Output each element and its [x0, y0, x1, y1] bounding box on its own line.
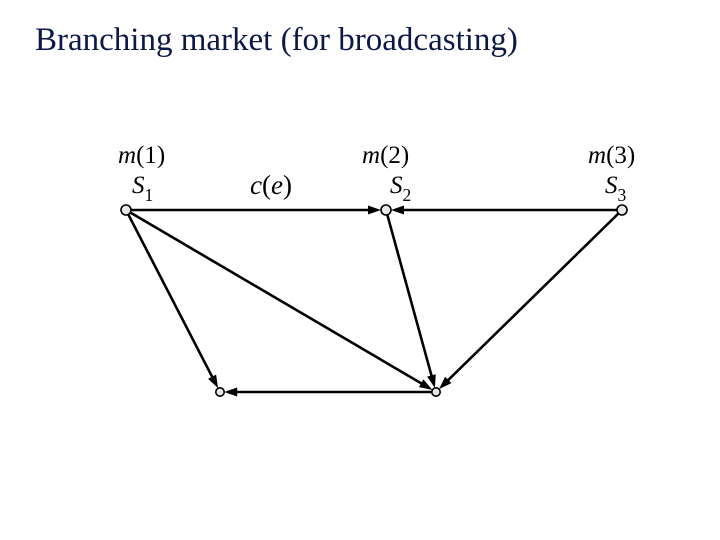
- edge-arrowhead: [224, 388, 237, 397]
- label-ce: c(e): [250, 170, 292, 201]
- edge-arrowhead: [391, 206, 404, 215]
- label-m1: m(1): [118, 142, 165, 170]
- label-S1: S1: [132, 172, 153, 204]
- edge-arrowhead: [208, 375, 218, 389]
- stage: Branching market (for broadcasting) m(1)…: [0, 0, 720, 540]
- label-S2: S2: [390, 172, 411, 204]
- label-m2: m(2): [362, 142, 409, 170]
- node-b2: [432, 388, 440, 396]
- label-S3: S3: [605, 172, 626, 204]
- edge-arrowhead: [368, 206, 381, 215]
- node-s3: [617, 205, 627, 215]
- node-s2: [381, 205, 391, 215]
- node-b1: [216, 388, 224, 396]
- node-s1: [121, 205, 131, 215]
- label-m3: m(3): [588, 142, 635, 170]
- network-diagram: [0, 0, 720, 540]
